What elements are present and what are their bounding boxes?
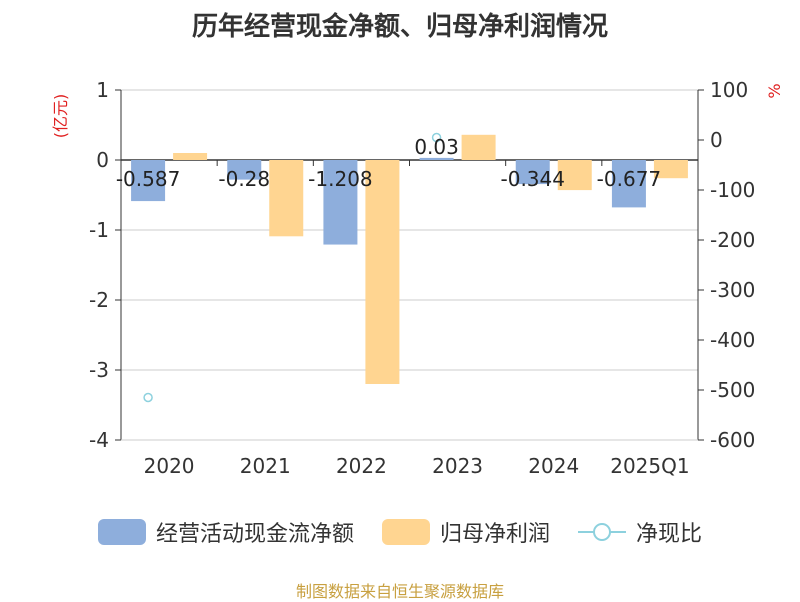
netprofit-bar — [269, 160, 304, 237]
legend-label-netprofit: 归母净利润 — [439, 522, 550, 547]
data-labels: -0.587 -0.28 -1.208 0.03 -0.344 -0.677 — [116, 135, 661, 191]
legend-swatch-cashflow — [97, 519, 146, 545]
category-label: 2022 — [336, 454, 387, 478]
cashflow-bar — [419, 157, 454, 160]
cashflow-value-label: -1.208 — [308, 167, 372, 191]
legend-swatch-ratio — [578, 519, 626, 545]
netprofit-bar — [461, 134, 496, 160]
legend-item-ratio[interactable]: 净现比 — [578, 516, 702, 548]
category-label: 2021 — [240, 454, 291, 478]
cashflow-bar — [323, 160, 358, 245]
source-note: 制图数据来自恒生聚源数据库 — [295, 582, 504, 601]
cashflow-bar — [131, 160, 166, 202]
left-tick-label: -2 — [89, 288, 109, 312]
cashflow-value-label: -0.344 — [501, 167, 565, 191]
left-tick-label: 0 — [96, 148, 109, 172]
legend-item-netprofit[interactable]: 归母净利润 — [381, 516, 550, 548]
points — [143, 132, 442, 403]
axes: 1 0 -1 -2 -3 -4 100 0 -100 -200 -300 -400 -500 -600 (亿… — [51, 78, 784, 478]
legend-label-cashflow: 经营活动现金流净额 — [155, 522, 354, 547]
right-tick-label: -100 — [710, 178, 755, 202]
cashflow-bar — [515, 160, 550, 185]
netprofit-bar — [557, 160, 592, 191]
netprofit-bar — [653, 160, 688, 179]
left-tick-label: -1 — [89, 218, 109, 242]
legend-label-ratio: 净现比 — [636, 522, 703, 547]
right-tick-label: -600 — [710, 428, 755, 452]
cashflow-value-label: -0.677 — [597, 167, 661, 191]
chart-title: 历年经营现金净额、归母净利润情况 — [191, 12, 608, 42]
right-axis-title: % — [765, 83, 784, 98]
ratio-point — [143, 392, 153, 403]
category-label: 2024 — [528, 454, 579, 478]
left-tick-label: -3 — [89, 358, 109, 382]
left-tick-label: -4 — [89, 428, 109, 452]
cashflow-bar — [227, 160, 262, 180]
category-label: 2023 — [432, 454, 483, 478]
legend-item-cashflow[interactable]: 经营活动现金流净额 — [97, 516, 354, 548]
right-tick-label: -400 — [710, 328, 755, 352]
bars — [131, 134, 688, 384]
cashflow-value-label: -0.28 — [218, 167, 270, 191]
ratio-point — [431, 132, 442, 143]
cashflow-bar — [611, 160, 646, 208]
category-label: 2020 — [144, 454, 195, 478]
right-tick-label: -200 — [710, 228, 755, 252]
right-tick-label: 0 — [710, 128, 723, 152]
right-tick-label: 100 — [710, 78, 748, 102]
right-tick-label: -500 — [710, 378, 755, 402]
netprofit-bar — [173, 153, 208, 160]
right-tick-label: -300 — [710, 278, 755, 302]
grid-lines — [121, 89, 698, 441]
category-label: 2025Q1 — [610, 454, 689, 478]
legend-swatch-netprofit — [381, 519, 430, 545]
cashflow-value-label: 0.03 — [414, 135, 459, 159]
netprofit-bar — [365, 160, 400, 384]
left-tick-label: 1 — [96, 78, 109, 102]
legend: 经营活动现金流净额 归母净利润 净现比 — [0, 516, 800, 548]
left-axis-title: (亿元) — [51, 94, 70, 139]
cashflow-value-label: -0.587 — [116, 167, 180, 191]
